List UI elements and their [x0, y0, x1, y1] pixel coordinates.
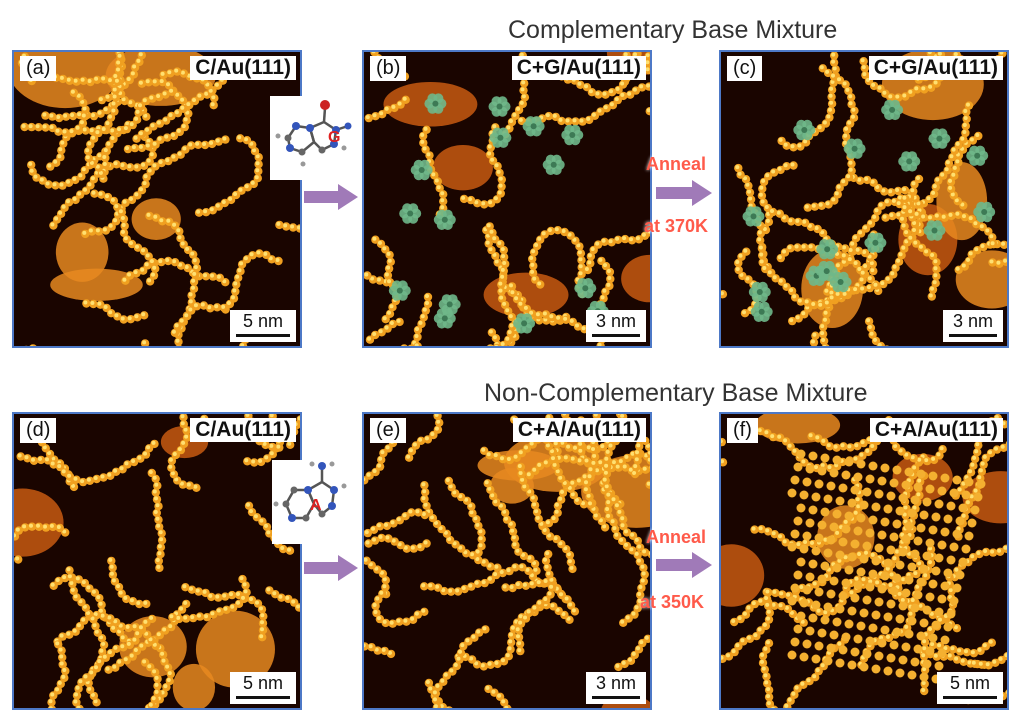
panel-label: (f): [727, 418, 758, 443]
anneal-label-top: Anneal: [646, 154, 707, 174]
scale-bar: 5 nm: [937, 672, 1003, 704]
panel-label: (b): [370, 56, 407, 81]
rosette-marker: [750, 301, 773, 322]
panel-title: C+A/Au(111): [869, 418, 1003, 442]
rosette-marker: [561, 124, 584, 146]
arrow-d-to-e-icon: [304, 555, 358, 581]
guanine-molecule-inset: G: [270, 96, 354, 180]
bottom-row-title: Non-Complementary Base Mixture: [484, 379, 868, 407]
rosette-marker: [815, 260, 838, 282]
rosette-marker: [388, 280, 411, 301]
adenine-molecule-inset: A: [272, 460, 356, 544]
panel-c: (c) C+G/Au(111) 3 nm: [719, 50, 1009, 348]
arrow-b-to-c-icon: [656, 180, 712, 206]
rosette-marker: [816, 239, 839, 260]
scale-bar: 3 nm: [586, 310, 646, 342]
rosette-marker: [433, 209, 456, 230]
top-row-title: Complementary Base Mixture: [508, 16, 838, 44]
rosette-marker: [742, 206, 765, 227]
scale-bar: 5 nm: [230, 310, 296, 342]
rosette-marker: [542, 154, 565, 175]
scale-bar: 3 nm: [586, 672, 646, 704]
panel-label: (a): [20, 56, 57, 81]
stm-image: [14, 414, 300, 708]
rosette-marker: [898, 151, 921, 172]
panel-title: C+A/Au(111): [512, 418, 646, 442]
rosette-marker: [973, 201, 996, 223]
anneal-label-bottom: Anneal: [646, 527, 707, 547]
panel-label: (c): [727, 56, 763, 81]
rosette-marker: [793, 119, 816, 141]
rosette-marker: [410, 159, 433, 181]
panel-label: (e): [370, 418, 407, 443]
rosette-marker: [574, 278, 597, 299]
panel-f: (f) C+A/Au(111) 5 nm: [719, 412, 1009, 710]
panel-label: (d): [20, 418, 57, 443]
inset-letter: A: [310, 497, 322, 514]
rosette-marker: [966, 145, 989, 166]
inset-letter: G: [328, 129, 340, 146]
panel-a: (a) C/Au(111) 5 nm: [12, 50, 302, 348]
rosette-marker: [424, 93, 447, 114]
rosette-marker: [928, 128, 951, 149]
panel-title: C+G/Au(111): [868, 56, 1003, 80]
stm-image: [14, 52, 300, 346]
stm-image: [721, 414, 1007, 708]
arrow-a-to-b-icon: [304, 184, 358, 210]
anneal-temp-bottom: at 350K: [640, 592, 705, 612]
scale-bar: 5 nm: [230, 672, 296, 704]
rosette-marker: [488, 96, 511, 117]
arrow-e-to-f-icon: [656, 552, 712, 578]
rosette-marker: [438, 294, 461, 315]
panel-d: (d) C/Au(111) 5 nm: [12, 412, 302, 710]
rosette-marker: [881, 99, 904, 121]
rosette-marker: [513, 313, 536, 334]
rosette-marker: [843, 138, 866, 159]
panel-title: C+G/Au(111): [511, 56, 646, 80]
anneal-temp-top: at 370K: [644, 216, 709, 236]
rosette-marker: [399, 203, 422, 224]
stm-image: [721, 52, 1007, 346]
rosette-marker: [748, 281, 771, 303]
panel-b: (b) C+G/Au(111) 3 nm: [362, 50, 652, 348]
stm-image: [364, 52, 650, 346]
panel-title: C/Au(111): [190, 56, 296, 80]
panel-title: C/Au(111): [190, 418, 296, 442]
rosette-marker: [489, 127, 512, 148]
panel-e: (e) C+A/Au(111) 3 nm: [362, 412, 652, 710]
rosette-marker: [923, 220, 946, 241]
rosette-marker: [522, 116, 545, 137]
scale-bar: 3 nm: [943, 310, 1003, 342]
rosette-marker: [864, 232, 887, 253]
stm-image: [364, 414, 650, 708]
